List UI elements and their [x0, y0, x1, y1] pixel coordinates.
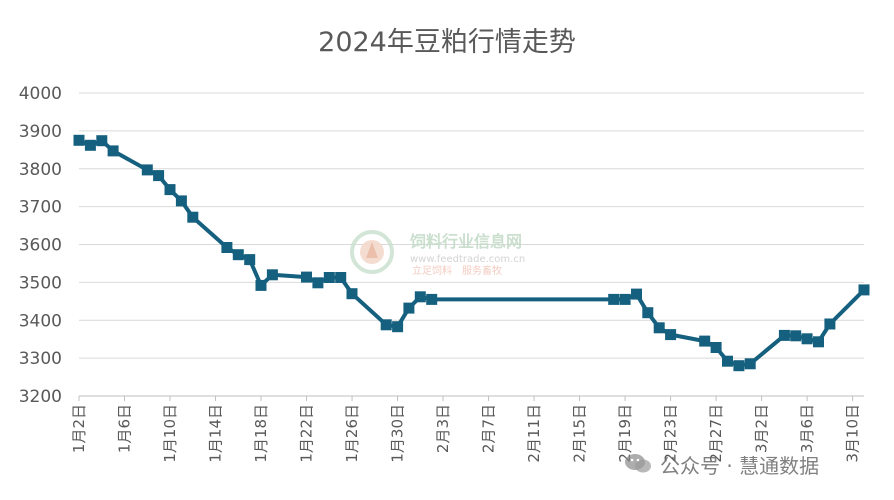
x-tick-label: 2月7日 [480, 404, 498, 453]
data-point [733, 360, 745, 372]
data-point [244, 254, 256, 266]
data-point [187, 211, 199, 223]
data-point [96, 135, 108, 147]
y-tick-label: 3600 [19, 236, 62, 256]
x-tick-label: 2月27日 [707, 404, 725, 463]
y-tick-label: 3500 [19, 273, 62, 293]
data-point [323, 272, 335, 283]
data-point [73, 134, 85, 146]
series-markers [73, 134, 870, 372]
data-point [107, 145, 119, 157]
x-tick-label: 1月26日 [343, 404, 361, 463]
source-credit: 公众号 · 慧通数据 [660, 454, 820, 478]
data-point [858, 284, 870, 296]
gridlines [79, 92, 864, 359]
data-point [346, 288, 358, 300]
data-point [414, 291, 426, 303]
data-point [744, 358, 756, 370]
x-tick-label: 2月3日 [434, 404, 452, 453]
y-tick-labels: 3200 3300 3400 3500 3600 3700 3800 3900 4000 [19, 84, 62, 407]
data-point [84, 139, 96, 151]
x-tick-label: 2月23日 [662, 404, 680, 463]
data-point [665, 329, 677, 341]
x-tick-label: 2月19日 [616, 404, 634, 463]
x-tick-labels: 1月2日 1月6日 1月10日 1月14日 1月18日 1月22日 1月26日 1月30日 2月… [70, 396, 862, 463]
data-point [221, 242, 233, 253]
x-tick-label: 1月14日 [207, 404, 225, 463]
x-tick-label: 3月10日 [844, 404, 862, 463]
data-point [790, 330, 802, 342]
data-point [642, 307, 654, 319]
watermark-logo-icon [350, 230, 394, 274]
data-point [312, 277, 324, 289]
y-tick-label: 3300 [19, 349, 62, 369]
data-point [175, 195, 187, 207]
data-point [301, 271, 312, 283]
data-point [722, 355, 733, 367]
data-point [141, 164, 153, 176]
data-point [403, 302, 415, 314]
data-point [392, 321, 404, 333]
x-tick-label: 1月30日 [389, 404, 407, 463]
watermark-title: 饲料行业信息网 [409, 232, 522, 251]
watermark: 饲料行业信息网 www.feedtrade.com.cn 立足饲料 服务畜牧 [350, 230, 525, 277]
x-tick-label: 1月10日 [161, 404, 179, 463]
x-tick-label: 1月2日 [70, 404, 88, 453]
data-point [813, 336, 824, 348]
data-point [710, 342, 722, 353]
data-point [824, 318, 836, 330]
data-point [164, 184, 176, 196]
x-tick-label: 2月15日 [571, 404, 589, 463]
data-point [653, 322, 665, 334]
x-tick-label: 3月2日 [753, 404, 771, 453]
data-point [426, 293, 438, 305]
series-line [78, 138, 866, 368]
data-point [380, 319, 392, 331]
data-point [335, 272, 347, 283]
watermark-slogan: 立足饲料 服务畜牧 [412, 264, 502, 277]
y-tick-label: 3200 [19, 387, 62, 407]
y-tick-label: 3800 [19, 160, 62, 180]
chart-title: 2024年豆粕行情走势 [318, 27, 576, 58]
data-point [619, 293, 631, 305]
data-point [608, 293, 620, 305]
x-tick-label: 1月18日 [252, 404, 270, 463]
data-point [801, 333, 813, 345]
y-tick-label: 3900 [19, 122, 62, 142]
x-tick-label: 1月22日 [298, 404, 316, 463]
watermark-url: www.feedtrade.com.cn [410, 254, 525, 265]
x-tick-label: 2月11日 [525, 404, 543, 463]
data-point [232, 249, 244, 261]
x-tick-label: 1月6日 [116, 404, 134, 453]
wechat-icon [625, 454, 651, 473]
data-point [255, 279, 267, 291]
data-point [631, 288, 642, 300]
y-tick-label: 3400 [19, 311, 62, 331]
data-point [153, 170, 165, 182]
y-tick-label: 4000 [19, 84, 62, 104]
y-tick-label: 3700 [19, 198, 62, 218]
data-point [266, 269, 278, 281]
x-tick-label: 3月6日 [798, 404, 816, 453]
data-point [778, 329, 790, 341]
data-point [699, 335, 711, 347]
